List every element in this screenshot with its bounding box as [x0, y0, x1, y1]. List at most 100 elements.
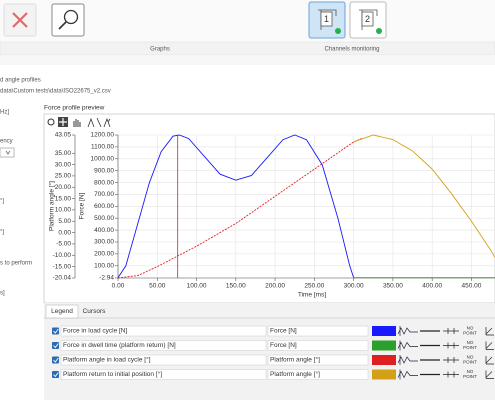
x-tick-label: 300.00 — [344, 283, 364, 290]
marker-style[interactable] — [443, 328, 459, 334]
channel-number: 1 — [324, 14, 329, 24]
point-label: POINT — [463, 360, 477, 365]
panel-label: °] — [0, 199, 4, 205]
channel-box — [320, 11, 333, 27]
tab[interactable] — [45, 304, 79, 319]
point-label: NO — [467, 340, 474, 345]
x-tick-label: 450.00 — [461, 283, 481, 290]
unit-name: Force [N] — [270, 328, 297, 335]
color-swatch[interactable] — [372, 355, 396, 365]
checkbox[interactable] — [52, 327, 59, 335]
panel-label: s to perform — [0, 261, 32, 267]
force-tick-label: 500.00 — [94, 215, 114, 222]
unit-field[interactable] — [267, 369, 369, 380]
axis-style[interactable] — [485, 370, 494, 379]
point-label: NO — [467, 369, 474, 374]
channel-number: 2 — [365, 14, 370, 24]
unit-name: Platform angle [°] — [270, 356, 320, 364]
name-field — [60, 325, 267, 337]
curve-style[interactable] — [397, 340, 418, 351]
force-tick-label: 1200.00 — [91, 132, 115, 139]
unit-field[interactable] — [267, 354, 369, 366]
sub-strip — [0, 56, 495, 65]
search-icon-handle — [58, 21, 67, 30]
unit-name: Platform angle [°] — [270, 370, 320, 378]
x-tick-label: 400.00 — [422, 283, 442, 290]
force-tick-label: 100.00 — [94, 262, 114, 269]
x-tick-label: 0.00 — [112, 283, 125, 290]
point-label: NO — [467, 326, 474, 331]
series-line — [117, 138, 362, 279]
force-tick-label: -2.94 — [99, 275, 114, 282]
angle-tick-label: -10.00 — [53, 252, 72, 259]
color-swatch[interactable] — [372, 340, 396, 351]
x-tick-label: 350.00 — [383, 283, 403, 290]
panel-label: d angle profiles — [0, 78, 41, 84]
curve-style[interactable] — [397, 326, 418, 336]
panel-label: Hz] — [0, 110, 9, 116]
chart-panel — [43, 113, 495, 304]
x-tick-label: 250.00 — [304, 283, 324, 290]
force-tick-label: 400.00 — [94, 227, 114, 234]
angle-tick-label: 0.00 — [58, 229, 71, 236]
unit-name: Force [N] — [270, 342, 297, 349]
marker-style[interactable] — [443, 357, 459, 363]
axis-style[interactable] — [485, 356, 494, 365]
channel-status — [376, 28, 382, 34]
legend-area — [44, 303, 495, 400]
name-field — [60, 369, 267, 380]
angle-tick-label: 15.00 — [55, 195, 72, 202]
point-label: POINT — [463, 345, 477, 350]
panel-label: s] — [0, 291, 5, 297]
channel-status — [335, 28, 341, 34]
force-tick-label: 700.00 — [94, 191, 114, 198]
checkbox[interactable] — [52, 356, 59, 364]
delete-icon — [12, 12, 28, 28]
unit-field[interactable] — [267, 325, 369, 337]
zoom-tool[interactable] — [47, 118, 55, 126]
axis-style[interactable] — [485, 327, 494, 336]
marker-style[interactable] — [443, 371, 459, 378]
checkbox[interactable] — [52, 371, 59, 378]
checkbox[interactable] — [52, 342, 59, 349]
force-tick-label: 800.00 — [94, 179, 114, 186]
pan-tool[interactable] — [73, 119, 81, 127]
unit-field[interactable] — [267, 340, 369, 351]
axis-style[interactable] — [485, 341, 494, 350]
angle-tick-label: 10.00 — [55, 207, 72, 214]
pointer-icon — [59, 118, 67, 126]
section-label: Channels monitoring — [324, 47, 379, 53]
chart-title: Force profile preview — [44, 105, 105, 112]
angle-tick-label: 35.00 — [55, 150, 72, 157]
toolbar-labels — [0, 41, 495, 56]
color-swatch[interactable] — [372, 326, 396, 336]
search-button[interactable] — [51, 3, 85, 37]
section-label: Graphs — [150, 47, 170, 53]
curve-style[interactable] — [397, 355, 418, 365]
angle-tick-label: 43.05 — [55, 132, 72, 139]
series-name: Platform return to initial position [°] — [63, 370, 162, 378]
force-axis-label: Force [N] — [79, 192, 86, 219]
angle-tick-label: -20.04 — [53, 275, 72, 282]
angle-tick-label: 5.00 — [58, 218, 71, 225]
marker-style[interactable] — [443, 342, 459, 349]
force-tick-label: 200.00 — [94, 251, 114, 258]
fit-tool[interactable] — [87, 117, 102, 128]
fit-tool[interactable] — [103, 117, 111, 128]
x-tick-label: 50.00 — [149, 283, 166, 290]
angle-tick-label: -15.00 — [53, 263, 72, 270]
x-axis-label: Time [ms] — [298, 292, 326, 299]
series-name: Force in dwell time (platform return) [N… — [63, 342, 176, 349]
checkmark — [53, 372, 59, 378]
dropdown-arrow — [5, 150, 11, 155]
checkmark — [53, 357, 59, 363]
point-label: POINT — [463, 374, 477, 379]
series-line — [117, 134, 355, 278]
force-tick-label: 900.00 — [94, 167, 114, 174]
angle-tick-label: -5.00 — [56, 241, 71, 248]
curve-style[interactable] — [397, 369, 418, 380]
color-swatch[interactable] — [372, 369, 396, 380]
name-field — [60, 354, 267, 366]
